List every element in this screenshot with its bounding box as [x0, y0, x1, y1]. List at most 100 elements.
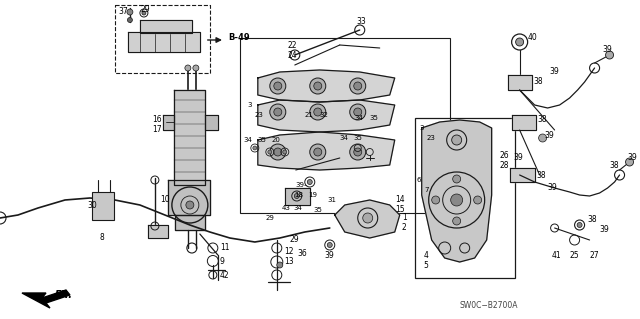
Text: 35: 35 [354, 135, 363, 141]
Circle shape [539, 134, 547, 142]
Polygon shape [285, 188, 310, 205]
Circle shape [452, 135, 461, 145]
Circle shape [452, 217, 461, 225]
Circle shape [283, 150, 287, 154]
Text: 37: 37 [118, 8, 127, 17]
Polygon shape [22, 290, 70, 308]
Text: 40: 40 [527, 33, 538, 42]
Circle shape [310, 144, 326, 160]
Polygon shape [140, 20, 192, 33]
Text: 38: 38 [534, 78, 543, 86]
Bar [415, 118, 515, 278]
Circle shape [186, 201, 194, 209]
Polygon shape [174, 90, 205, 185]
Text: 10: 10 [160, 196, 170, 204]
Text: 18: 18 [294, 192, 303, 198]
Circle shape [314, 108, 322, 116]
Text: 4: 4 [424, 250, 429, 259]
Text: 3: 3 [248, 102, 252, 108]
Text: 23: 23 [255, 112, 264, 118]
Circle shape [270, 78, 286, 94]
Polygon shape [163, 115, 174, 130]
Text: 34: 34 [294, 205, 303, 211]
Text: 39–: 39– [296, 182, 308, 188]
Circle shape [310, 78, 326, 94]
Circle shape [605, 51, 614, 59]
Circle shape [274, 108, 282, 116]
Circle shape [142, 11, 146, 15]
Circle shape [127, 9, 133, 15]
Circle shape [270, 144, 286, 160]
Text: 33: 33 [356, 18, 367, 26]
Polygon shape [508, 75, 532, 90]
Text: 28: 28 [500, 160, 509, 169]
Circle shape [349, 144, 365, 160]
Circle shape [354, 82, 362, 90]
Text: 21: 21 [305, 112, 314, 118]
Text: 39: 39 [600, 226, 609, 234]
Text: 29: 29 [266, 215, 275, 221]
Polygon shape [258, 70, 395, 102]
Text: B-49: B-49 [228, 33, 250, 42]
Circle shape [307, 180, 312, 184]
Text: 42: 42 [220, 271, 230, 279]
Text: 16: 16 [152, 115, 161, 124]
Text: 38: 38 [536, 170, 547, 180]
Text: 14: 14 [395, 196, 404, 204]
Text: 11: 11 [220, 243, 229, 253]
Text: 22: 22 [288, 41, 298, 49]
Circle shape [474, 196, 482, 204]
Text: 25: 25 [570, 250, 579, 259]
Text: 27: 27 [589, 250, 599, 259]
Text: 3: 3 [420, 125, 424, 131]
Polygon shape [335, 200, 400, 238]
Circle shape [253, 146, 257, 150]
Text: 30: 30 [87, 201, 97, 210]
Text: 34: 34 [244, 137, 253, 143]
Polygon shape [258, 132, 395, 170]
Circle shape [274, 82, 282, 90]
Text: 35: 35 [370, 115, 379, 121]
Text: 2: 2 [402, 224, 406, 233]
Text: 38: 38 [609, 160, 619, 169]
Polygon shape [205, 115, 218, 130]
Polygon shape [422, 120, 492, 262]
Circle shape [452, 175, 461, 183]
Circle shape [354, 108, 362, 116]
Text: 39: 39 [603, 46, 612, 55]
Polygon shape [175, 215, 205, 230]
Polygon shape [148, 225, 168, 238]
Text: SW0C−B2700A: SW0C−B2700A [460, 300, 518, 309]
Text: 29: 29 [290, 235, 300, 244]
Text: 35: 35 [258, 137, 267, 143]
Circle shape [625, 158, 634, 166]
Polygon shape [258, 100, 395, 132]
Text: 39: 39 [514, 153, 524, 162]
Circle shape [577, 222, 582, 227]
Text: 31: 31 [328, 197, 337, 203]
Polygon shape [128, 32, 200, 52]
Circle shape [185, 65, 191, 71]
Text: 23: 23 [427, 135, 436, 141]
Circle shape [349, 104, 365, 120]
Polygon shape [168, 180, 210, 215]
Text: 38: 38 [588, 216, 597, 225]
Text: 7: 7 [425, 187, 429, 193]
Text: 39: 39 [545, 130, 554, 139]
Text: 29: 29 [141, 4, 150, 13]
Text: 12: 12 [284, 248, 293, 256]
Circle shape [193, 65, 199, 71]
Text: 39: 39 [324, 251, 335, 261]
Bar [92, 192, 114, 220]
Text: 15: 15 [395, 205, 404, 214]
Bar [115, 5, 210, 73]
Circle shape [127, 18, 132, 23]
Text: 34: 34 [340, 135, 349, 141]
Circle shape [432, 196, 440, 204]
Text: 39: 39 [548, 183, 557, 192]
Text: 36: 36 [298, 249, 308, 257]
Text: 17: 17 [152, 125, 161, 135]
Text: 13: 13 [284, 257, 293, 266]
Circle shape [310, 104, 326, 120]
Circle shape [354, 148, 362, 156]
